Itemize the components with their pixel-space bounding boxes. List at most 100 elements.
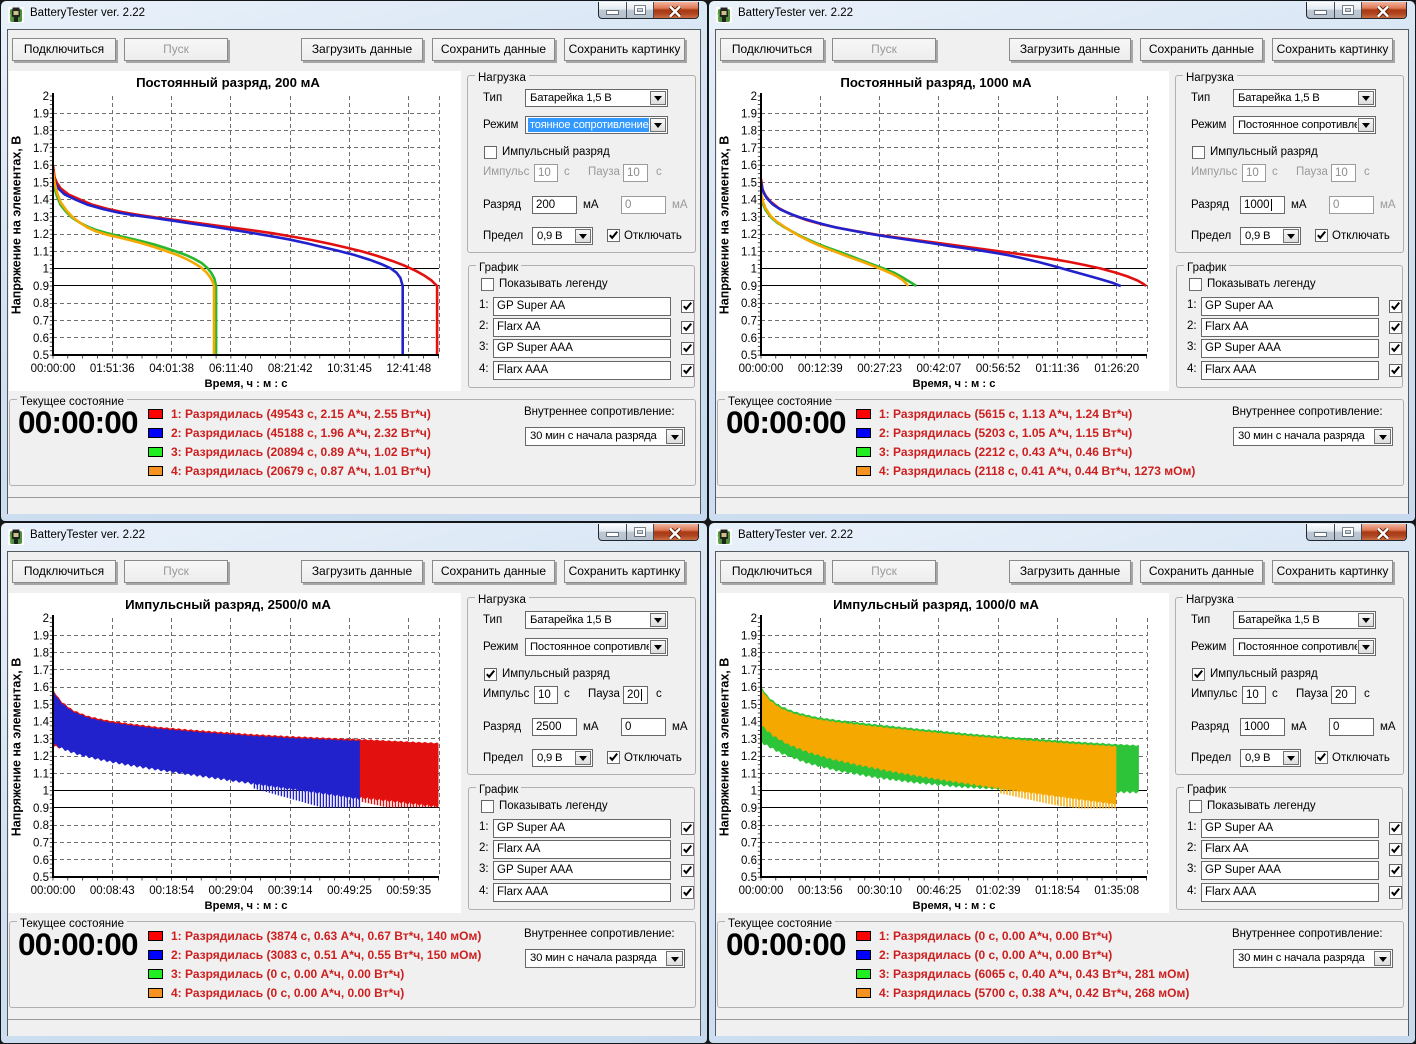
svg-text:00:00:00: 00:00:00 <box>739 885 784 897</box>
svg-text:12:41:48: 12:41:48 <box>386 363 431 375</box>
svg-text:Импульсный разряд, 2500/0 мА: Импульсный разряд, 2500/0 мА <box>125 597 331 612</box>
svg-text:0.5: 0.5 <box>741 872 757 884</box>
svg-text:00:27:23: 00:27:23 <box>857 363 902 375</box>
svg-text:Время, ч : м : с: Время, ч : м : с <box>913 900 996 912</box>
svg-text:00:08:43: 00:08:43 <box>90 885 135 897</box>
svg-text:0.9: 0.9 <box>33 281 49 293</box>
svg-text:1.9: 1.9 <box>33 630 49 642</box>
svg-text:1.3: 1.3 <box>741 734 757 746</box>
svg-text:08:21:42: 08:21:42 <box>268 363 313 375</box>
svg-text:Напряжение на элементах, В: Напряжение на элементах, В <box>718 136 732 314</box>
svg-text:2: 2 <box>43 91 49 103</box>
svg-text:0.8: 0.8 <box>741 298 757 310</box>
svg-text:10:31:45: 10:31:45 <box>327 363 372 375</box>
svg-text:Время, ч : м : с: Время, ч : м : с <box>913 378 996 390</box>
svg-text:1.3: 1.3 <box>741 212 757 224</box>
svg-text:1.2: 1.2 <box>741 229 757 241</box>
svg-text:00:49:25: 00:49:25 <box>327 885 372 897</box>
svg-text:0.9: 0.9 <box>33 803 49 815</box>
svg-text:00:56:52: 00:56:52 <box>976 363 1021 375</box>
svg-text:1.8: 1.8 <box>741 648 757 660</box>
svg-text:1.9: 1.9 <box>741 108 757 120</box>
svg-text:1.2: 1.2 <box>741 751 757 763</box>
svg-text:0.7: 0.7 <box>741 838 757 850</box>
svg-text:1.5: 1.5 <box>33 699 49 711</box>
svg-text:1.5: 1.5 <box>741 699 757 711</box>
svg-text:1.9: 1.9 <box>741 630 757 642</box>
svg-text:1.8: 1.8 <box>33 648 49 660</box>
svg-text:Напряжение на элементах, В: Напряжение на элементах, В <box>10 658 24 836</box>
svg-text:1.7: 1.7 <box>741 143 757 155</box>
svg-text:00:39:14: 00:39:14 <box>268 885 313 897</box>
svg-text:00:30:10: 00:30:10 <box>857 885 902 897</box>
svg-text:1: 1 <box>751 264 757 276</box>
svg-text:1.6: 1.6 <box>33 682 49 694</box>
svg-text:1: 1 <box>43 264 49 276</box>
svg-text:1.4: 1.4 <box>33 195 50 207</box>
svg-text:1.6: 1.6 <box>741 160 757 172</box>
svg-text:1.7: 1.7 <box>33 665 49 677</box>
svg-text:1.4: 1.4 <box>741 195 758 207</box>
svg-text:1: 1 <box>751 786 757 798</box>
svg-text:01:35:08: 01:35:08 <box>1094 885 1139 897</box>
svg-text:00:59:35: 00:59:35 <box>386 885 431 897</box>
svg-text:1.2: 1.2 <box>33 751 49 763</box>
svg-text:01:11:36: 01:11:36 <box>1036 363 1080 375</box>
svg-text:1.7: 1.7 <box>33 143 49 155</box>
svg-text:0.8: 0.8 <box>33 298 49 310</box>
svg-text:06:11:40: 06:11:40 <box>209 363 253 375</box>
svg-text:1.1: 1.1 <box>741 768 757 780</box>
svg-text:1.1: 1.1 <box>33 768 49 780</box>
svg-text:00:46:25: 00:46:25 <box>917 885 962 897</box>
svg-text:00:13:56: 00:13:56 <box>798 885 843 897</box>
svg-text:0.7: 0.7 <box>33 316 49 328</box>
svg-text:1.6: 1.6 <box>33 160 49 172</box>
svg-text:00:12:39: 00:12:39 <box>798 363 843 375</box>
svg-text:0.5: 0.5 <box>33 350 49 362</box>
svg-text:1.1: 1.1 <box>33 246 49 258</box>
svg-text:0.7: 0.7 <box>33 838 49 850</box>
svg-text:Импульсный разряд, 1000/0 мА: Импульсный разряд, 1000/0 мА <box>833 597 1039 612</box>
svg-text:0.6: 0.6 <box>33 855 49 867</box>
svg-text:1.3: 1.3 <box>33 734 49 746</box>
svg-text:1.4: 1.4 <box>741 717 758 729</box>
svg-text:01:02:39: 01:02:39 <box>976 885 1021 897</box>
svg-text:1.5: 1.5 <box>741 177 757 189</box>
svg-text:2: 2 <box>751 613 757 625</box>
svg-text:00:42:07: 00:42:07 <box>917 363 962 375</box>
svg-text:Время, ч : м : с: Время, ч : м : с <box>205 900 288 912</box>
svg-text:00:00:00: 00:00:00 <box>31 363 76 375</box>
svg-text:0.8: 0.8 <box>741 820 757 832</box>
svg-text:01:26:20: 01:26:20 <box>1094 363 1139 375</box>
svg-text:00:29:04: 00:29:04 <box>209 885 254 897</box>
svg-text:Время, ч : м : с: Время, ч : м : с <box>205 378 288 390</box>
svg-text:0.5: 0.5 <box>33 872 49 884</box>
svg-text:1.2: 1.2 <box>33 229 49 241</box>
svg-text:1.8: 1.8 <box>33 126 49 138</box>
svg-text:0.6: 0.6 <box>33 333 49 345</box>
svg-text:0.9: 0.9 <box>741 281 757 293</box>
svg-text:1.7: 1.7 <box>741 665 757 677</box>
svg-text:Постоянный разряд, 200 мА: Постоянный разряд, 200 мА <box>136 75 320 90</box>
svg-text:0.5: 0.5 <box>741 350 757 362</box>
svg-text:1.5: 1.5 <box>33 177 49 189</box>
svg-text:0.9: 0.9 <box>741 803 757 815</box>
svg-text:0.8: 0.8 <box>33 820 49 832</box>
svg-text:1.8: 1.8 <box>741 126 757 138</box>
svg-text:0.6: 0.6 <box>741 333 757 345</box>
svg-text:1: 1 <box>43 786 49 798</box>
svg-text:1.6: 1.6 <box>741 682 757 694</box>
svg-text:0.6: 0.6 <box>741 855 757 867</box>
svg-text:00:00:00: 00:00:00 <box>31 885 76 897</box>
svg-text:00:00:00: 00:00:00 <box>739 363 784 375</box>
svg-text:Постоянный разряд, 1000 мА: Постоянный разряд, 1000 мА <box>840 75 1032 90</box>
svg-text:00:18:54: 00:18:54 <box>149 885 194 897</box>
svg-text:2: 2 <box>751 91 757 103</box>
svg-text:04:01:38: 04:01:38 <box>149 363 194 375</box>
svg-text:Напряжение на элементах, В: Напряжение на элементах, В <box>10 136 24 314</box>
svg-text:Напряжение на элементах, В: Напряжение на элементах, В <box>718 658 732 836</box>
svg-text:1.9: 1.9 <box>33 108 49 120</box>
svg-text:1.4: 1.4 <box>33 717 50 729</box>
svg-text:2: 2 <box>43 613 49 625</box>
svg-text:01:51:36: 01:51:36 <box>90 363 135 375</box>
